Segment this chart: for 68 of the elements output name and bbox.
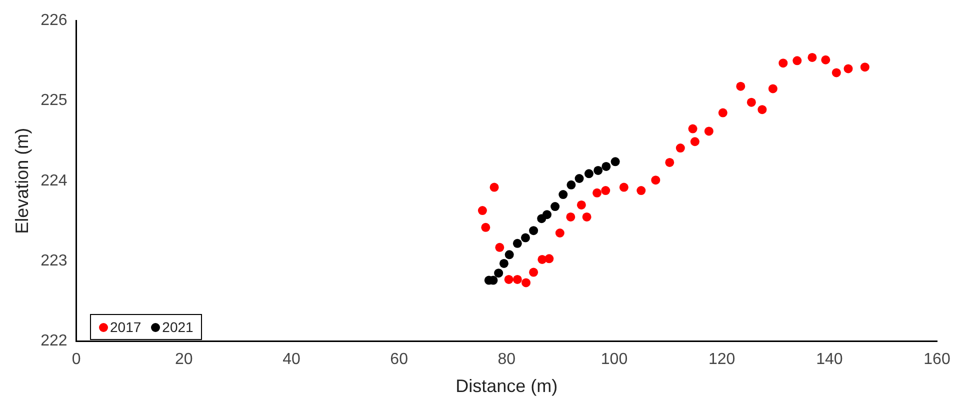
point bbox=[821, 55, 830, 64]
point bbox=[499, 258, 508, 268]
point bbox=[566, 212, 576, 222]
point bbox=[494, 268, 504, 278]
point bbox=[576, 200, 586, 210]
point bbox=[504, 274, 514, 284]
point bbox=[558, 190, 568, 200]
point bbox=[758, 105, 767, 114]
point bbox=[778, 58, 788, 68]
point bbox=[665, 158, 674, 167]
point bbox=[542, 210, 552, 220]
point bbox=[601, 186, 610, 196]
point bbox=[602, 162, 611, 171]
point bbox=[718, 108, 728, 118]
point bbox=[504, 250, 514, 260]
point bbox=[495, 242, 504, 252]
point bbox=[584, 169, 594, 178]
x-axis-title: Distance (m) bbox=[456, 376, 558, 396]
x-tick-label: 80 bbox=[498, 351, 516, 368]
point bbox=[844, 64, 853, 74]
y-axis-title: Elevation (m) bbox=[12, 128, 32, 234]
point bbox=[832, 68, 841, 78]
point bbox=[736, 82, 746, 91]
point bbox=[860, 62, 870, 72]
x-tick-label: 40 bbox=[282, 351, 300, 368]
point bbox=[690, 137, 700, 146]
point bbox=[808, 52, 817, 62]
x-tick-label: 0 bbox=[72, 351, 81, 368]
point bbox=[555, 228, 564, 238]
point bbox=[768, 84, 778, 94]
x-tick-label: 100 bbox=[600, 351, 628, 368]
point bbox=[550, 202, 560, 212]
point bbox=[792, 56, 802, 66]
point bbox=[592, 188, 602, 198]
point bbox=[676, 144, 685, 153]
point bbox=[478, 206, 487, 216]
point bbox=[688, 124, 698, 134]
point bbox=[594, 166, 603, 175]
point bbox=[544, 254, 554, 264]
point bbox=[529, 226, 538, 236]
point bbox=[512, 238, 522, 248]
x-tick-label: 60 bbox=[390, 351, 408, 368]
x-tick-label: 120 bbox=[708, 351, 736, 368]
point bbox=[520, 233, 530, 242]
point bbox=[529, 268, 538, 277]
y-tick-label: 223 bbox=[40, 252, 68, 270]
x-tick-label: 160 bbox=[924, 351, 950, 368]
point bbox=[651, 176, 660, 185]
x-tick-label: 140 bbox=[816, 351, 843, 368]
point bbox=[582, 212, 592, 222]
x-tick-label: 20 bbox=[174, 351, 193, 368]
y-tick-label: 222 bbox=[40, 332, 68, 350]
point bbox=[481, 222, 490, 232]
y-tick-label: 226 bbox=[40, 12, 68, 30]
point bbox=[522, 278, 531, 288]
y-tick-label: 225 bbox=[40, 92, 68, 110]
point bbox=[566, 180, 576, 190]
point bbox=[490, 182, 499, 192]
point bbox=[512, 274, 522, 284]
legend-label: 2021 bbox=[162, 319, 194, 335]
point bbox=[574, 174, 584, 183]
point bbox=[704, 126, 714, 136]
point bbox=[610, 157, 620, 166]
point bbox=[746, 98, 756, 107]
legend-label: 2017 bbox=[110, 319, 142, 335]
point bbox=[636, 186, 646, 196]
point bbox=[619, 182, 628, 192]
y-tick-label: 224 bbox=[40, 172, 68, 190]
